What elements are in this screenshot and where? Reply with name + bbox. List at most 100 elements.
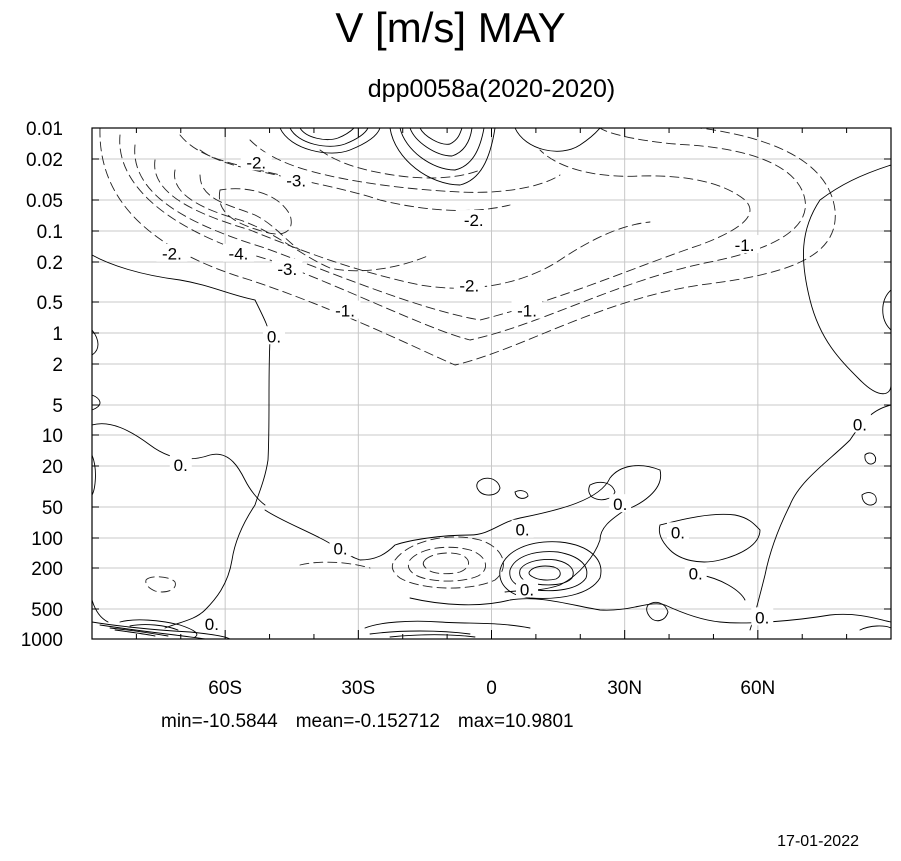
contour-neg-2-a xyxy=(134,144,751,321)
contour-label: 0. xyxy=(333,539,347,558)
contour-neg-upper-b xyxy=(249,139,561,193)
contour-label: -1. xyxy=(735,236,755,255)
contour-label: -2. xyxy=(464,211,484,230)
contour-pos-top-2 xyxy=(289,128,369,147)
contour-label: -4. xyxy=(229,245,249,264)
contour-zero-small2 xyxy=(514,490,529,499)
stat-max: max=10.9801 xyxy=(457,711,574,732)
contour-neg-trop-3 xyxy=(422,552,469,575)
contour-sfc-cluster-9 xyxy=(859,625,891,631)
contour-sfc-cluster-4 xyxy=(114,629,156,637)
contour-label: 0. xyxy=(174,456,188,475)
contour-zero-right8 xyxy=(861,492,877,506)
x-tick-label: 30N xyxy=(607,678,642,699)
contour-zero-left2 xyxy=(92,394,101,411)
y-tick-label: 500 xyxy=(31,600,63,621)
contour-label: 0. xyxy=(267,327,281,346)
y-tick-label: 20 xyxy=(42,457,63,478)
contour-label: 0. xyxy=(205,615,219,634)
contour-neg-sfc-a xyxy=(145,576,176,593)
contour-label: 0. xyxy=(613,495,627,514)
y-tick-label: 100 xyxy=(31,529,63,550)
y-tick-label: 0.5 xyxy=(37,293,63,314)
contour-label-bg xyxy=(271,258,303,277)
contour-label: 0. xyxy=(689,564,703,583)
contour-zero-mid xyxy=(264,465,661,561)
contour-zero-right3 xyxy=(882,289,891,331)
contour-neg-trop-2 xyxy=(407,546,486,582)
contour-label: -1. xyxy=(335,302,355,321)
contour-zero-right7 xyxy=(864,452,877,465)
contour-neg-2-b xyxy=(154,159,651,289)
contour-neg-upper-c xyxy=(319,149,481,179)
stat-min: min=-10.5844 xyxy=(161,711,278,732)
y-tick-label: 0.05 xyxy=(26,191,63,212)
contour-label-bg xyxy=(329,538,352,557)
contour-label: 0. xyxy=(671,523,685,542)
contour-pos-top-6 xyxy=(409,128,473,157)
contour-zero-left xyxy=(92,329,99,356)
contour-neg-trop-1 xyxy=(391,536,504,589)
contour-label: -3. xyxy=(286,171,306,190)
contour-neg-3-b xyxy=(199,174,301,251)
contour-label: -2. xyxy=(162,245,182,264)
contour-neg-1-outer xyxy=(99,128,836,366)
contour-zero-right xyxy=(504,469,662,593)
stat-mean: mean=-0.152712 xyxy=(295,711,440,732)
x-tick-label: 0 xyxy=(486,678,497,699)
x-tick-label: 30S xyxy=(341,678,375,699)
contour-label-bg xyxy=(458,210,490,229)
contour-label-bg xyxy=(280,170,312,189)
contour-sfc-cluster-2 xyxy=(99,624,206,639)
contour-label: 0. xyxy=(515,521,529,540)
contour-label-bg xyxy=(729,235,761,254)
grid-lines xyxy=(92,127,891,640)
contour-pos-top-1 xyxy=(279,128,381,154)
y-tick-label: 0.01 xyxy=(26,119,63,140)
statistics-line: min=-10.5844 mean=-0.152712 max=10.9801 xyxy=(161,711,592,733)
contour-label-bg xyxy=(609,494,632,513)
contour-zero-main xyxy=(92,254,271,629)
y-tick-label: 0.02 xyxy=(26,150,63,171)
y-tick-label: 5 xyxy=(52,396,63,417)
contour-label: -3. xyxy=(277,260,297,279)
contour-label: 0. xyxy=(853,415,867,434)
contour-label-bg xyxy=(684,563,707,582)
y-tick-label: 0.2 xyxy=(37,253,63,274)
contour-sfc-cluster-8 xyxy=(389,634,476,638)
contour-pos-trop-1 xyxy=(499,541,602,599)
contour-zero-lower xyxy=(409,597,891,624)
contour-label: -2. xyxy=(246,153,266,172)
contour-label-bg xyxy=(516,579,539,598)
contour-label-bg xyxy=(666,522,689,541)
y-tick-label: 2 xyxy=(52,355,63,376)
contour-zero-small1 xyxy=(476,477,501,496)
contour-label-bg xyxy=(169,455,192,473)
contour-pos-trop-4 xyxy=(528,565,561,581)
contour-pos-top-4 xyxy=(389,128,496,186)
x-tick-label: 60S xyxy=(208,678,242,699)
y-tick-label: 50 xyxy=(42,498,63,519)
x-tick-label: 60N xyxy=(740,678,775,699)
contour-zero-lower4 xyxy=(646,601,669,622)
contour-label-bg xyxy=(262,326,285,345)
contour-zero-right6 xyxy=(699,574,746,601)
contour-label-bg xyxy=(751,607,774,626)
y-tick-label: 10 xyxy=(42,426,63,447)
y-tick-label: 1000 xyxy=(21,630,63,651)
contour-label: -1. xyxy=(517,302,537,321)
contour-labels: -2. -3. -2. -2. -4. -3. -2. -1. -1. -1. 0. 0. 0. 0. 0.… xyxy=(156,152,871,634)
y-tick-label: 200 xyxy=(31,559,63,580)
contour-neg-upper-a xyxy=(179,134,511,211)
contour-lines xyxy=(92,128,891,639)
y-tick-label: 0.1 xyxy=(37,222,63,243)
contour-pos-top-3 xyxy=(299,128,355,140)
contour-neg-1-inner xyxy=(119,128,806,341)
chart-title: V [m/s] MAY xyxy=(335,4,566,51)
positive-contours xyxy=(92,128,891,639)
contour-neg-sfc-b xyxy=(299,561,371,569)
x-axis: 60S 30S 0 30N 60N xyxy=(135,128,848,699)
contour-zero-right5 xyxy=(658,513,761,563)
contour-label-bg xyxy=(511,300,543,319)
